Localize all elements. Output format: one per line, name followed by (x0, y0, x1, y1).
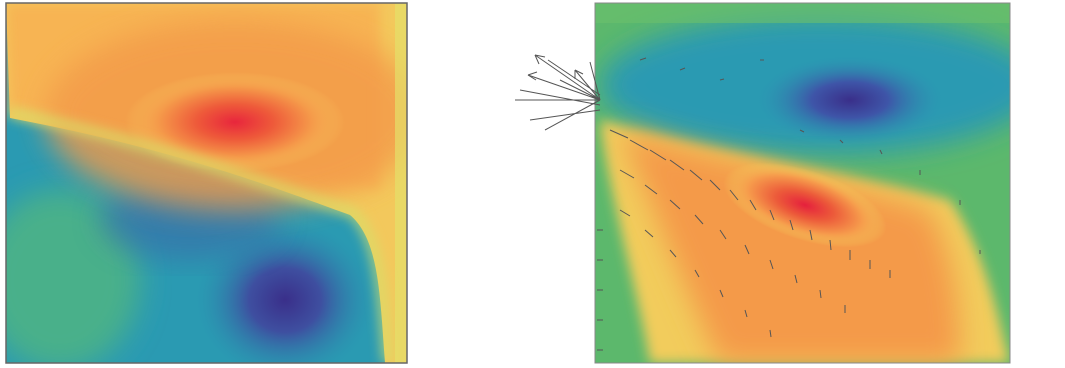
right-frame (594, 2, 1011, 364)
left-contour (6, 3, 407, 363)
right-contour (595, 3, 1010, 363)
vector-field (515, 54, 981, 351)
left-frame (5, 2, 408, 364)
